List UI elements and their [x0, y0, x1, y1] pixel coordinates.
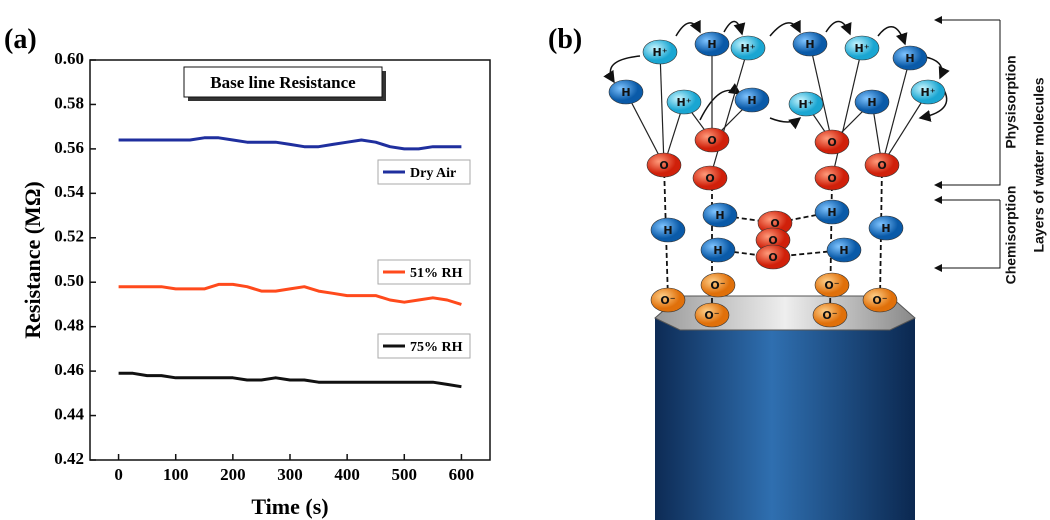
atom-label: H — [713, 244, 722, 257]
atom-label: H — [905, 52, 914, 65]
atom-label: H⁺ — [676, 96, 691, 109]
atom-label: H⁺ — [920, 86, 935, 99]
atom-label: H — [747, 94, 756, 107]
atom-label: H — [621, 86, 630, 99]
layers-label: Layers of water molecules — [1031, 77, 1047, 252]
y-axis-label: Resistance (MΩ) — [20, 181, 45, 339]
x-axis-label: Time (s) — [251, 494, 328, 519]
x-tick-label: 600 — [449, 465, 475, 484]
legend-label: Dry Air — [410, 166, 456, 181]
y-tick-label: 0.54 — [54, 182, 84, 201]
atom-label: O — [768, 251, 777, 264]
atom-label: O⁻ — [704, 309, 719, 322]
atom-label: H — [827, 206, 836, 219]
atom-label: H — [839, 244, 848, 257]
atom-label: H — [867, 96, 876, 109]
y-tick-label: 0.48 — [54, 316, 84, 335]
atom-label: O — [877, 159, 886, 172]
y-tick-label: 0.52 — [54, 227, 84, 246]
atom-label: H⁺ — [740, 42, 755, 55]
atom-label: H⁺ — [652, 46, 667, 59]
atom-label: O — [705, 172, 714, 185]
y-tick-label: 0.58 — [54, 93, 84, 112]
atom-label: O⁻ — [872, 294, 887, 307]
y-tick-label: 0.46 — [54, 360, 84, 379]
x-tick-label: 200 — [220, 465, 246, 484]
crystal-body — [655, 300, 915, 520]
y-tick-label: 0.60 — [54, 49, 84, 68]
panel-label: (b) — [548, 24, 582, 55]
chemisorption-label: Chemisorption — [1003, 186, 1019, 285]
atom-label: O — [827, 172, 836, 185]
atom-label: O⁻ — [822, 309, 837, 322]
legend-label: 75% RH — [410, 340, 463, 355]
bond — [660, 52, 664, 165]
bond — [832, 48, 862, 178]
x-tick-label: 0 — [114, 465, 123, 484]
atom-label: O⁻ — [660, 294, 675, 307]
range-arrows — [935, 20, 1000, 268]
atom-label: H⁺ — [854, 42, 869, 55]
atom-label: H — [715, 209, 724, 222]
chart-a: 0.42 0.44 0.46 0.48 0.50 0.52 0.54 0.56 0.58 0.60… — [20, 49, 490, 519]
bond — [882, 58, 910, 165]
diagram-b: Physisorption Chemisorption Layers of wa… — [609, 20, 1047, 520]
bond — [710, 48, 748, 178]
x-tick-label: 300 — [277, 465, 303, 484]
atom-label: H⁺ — [798, 98, 813, 111]
x-tick-label: 400 — [334, 465, 360, 484]
panel-label: (a) — [4, 24, 37, 55]
chart-title: Base line Resistance — [210, 73, 356, 92]
atom-label: O⁻ — [710, 279, 725, 292]
y-tick-label: 0.44 — [54, 404, 84, 423]
y-tick-label: 0.56 — [54, 138, 84, 157]
figure: (a) (b) 0.42 0.44 0.46 0.48 0.50 0.52 0.54 0.56… — [0, 0, 1050, 520]
atom-label: H — [663, 224, 672, 237]
atom-label: O — [707, 134, 716, 147]
y-tick-label: 0.42 — [54, 449, 84, 468]
series-line — [119, 138, 462, 149]
x-tick-label: 100 — [163, 465, 189, 484]
series-line — [119, 373, 462, 386]
atom-label: O — [659, 159, 668, 172]
y-tick-label: 0.50 — [54, 271, 84, 290]
series-line — [119, 284, 462, 304]
atom-label: O⁻ — [824, 279, 839, 292]
atom-label: H — [707, 38, 716, 51]
atom-label: H — [881, 222, 890, 235]
physisorption-label: Physisorption — [1003, 55, 1019, 148]
atom-label: H — [805, 38, 814, 51]
x-tick-label: 500 — [392, 465, 418, 484]
legend-label: 51% RH — [410, 266, 463, 281]
atom-label: O — [827, 136, 836, 149]
